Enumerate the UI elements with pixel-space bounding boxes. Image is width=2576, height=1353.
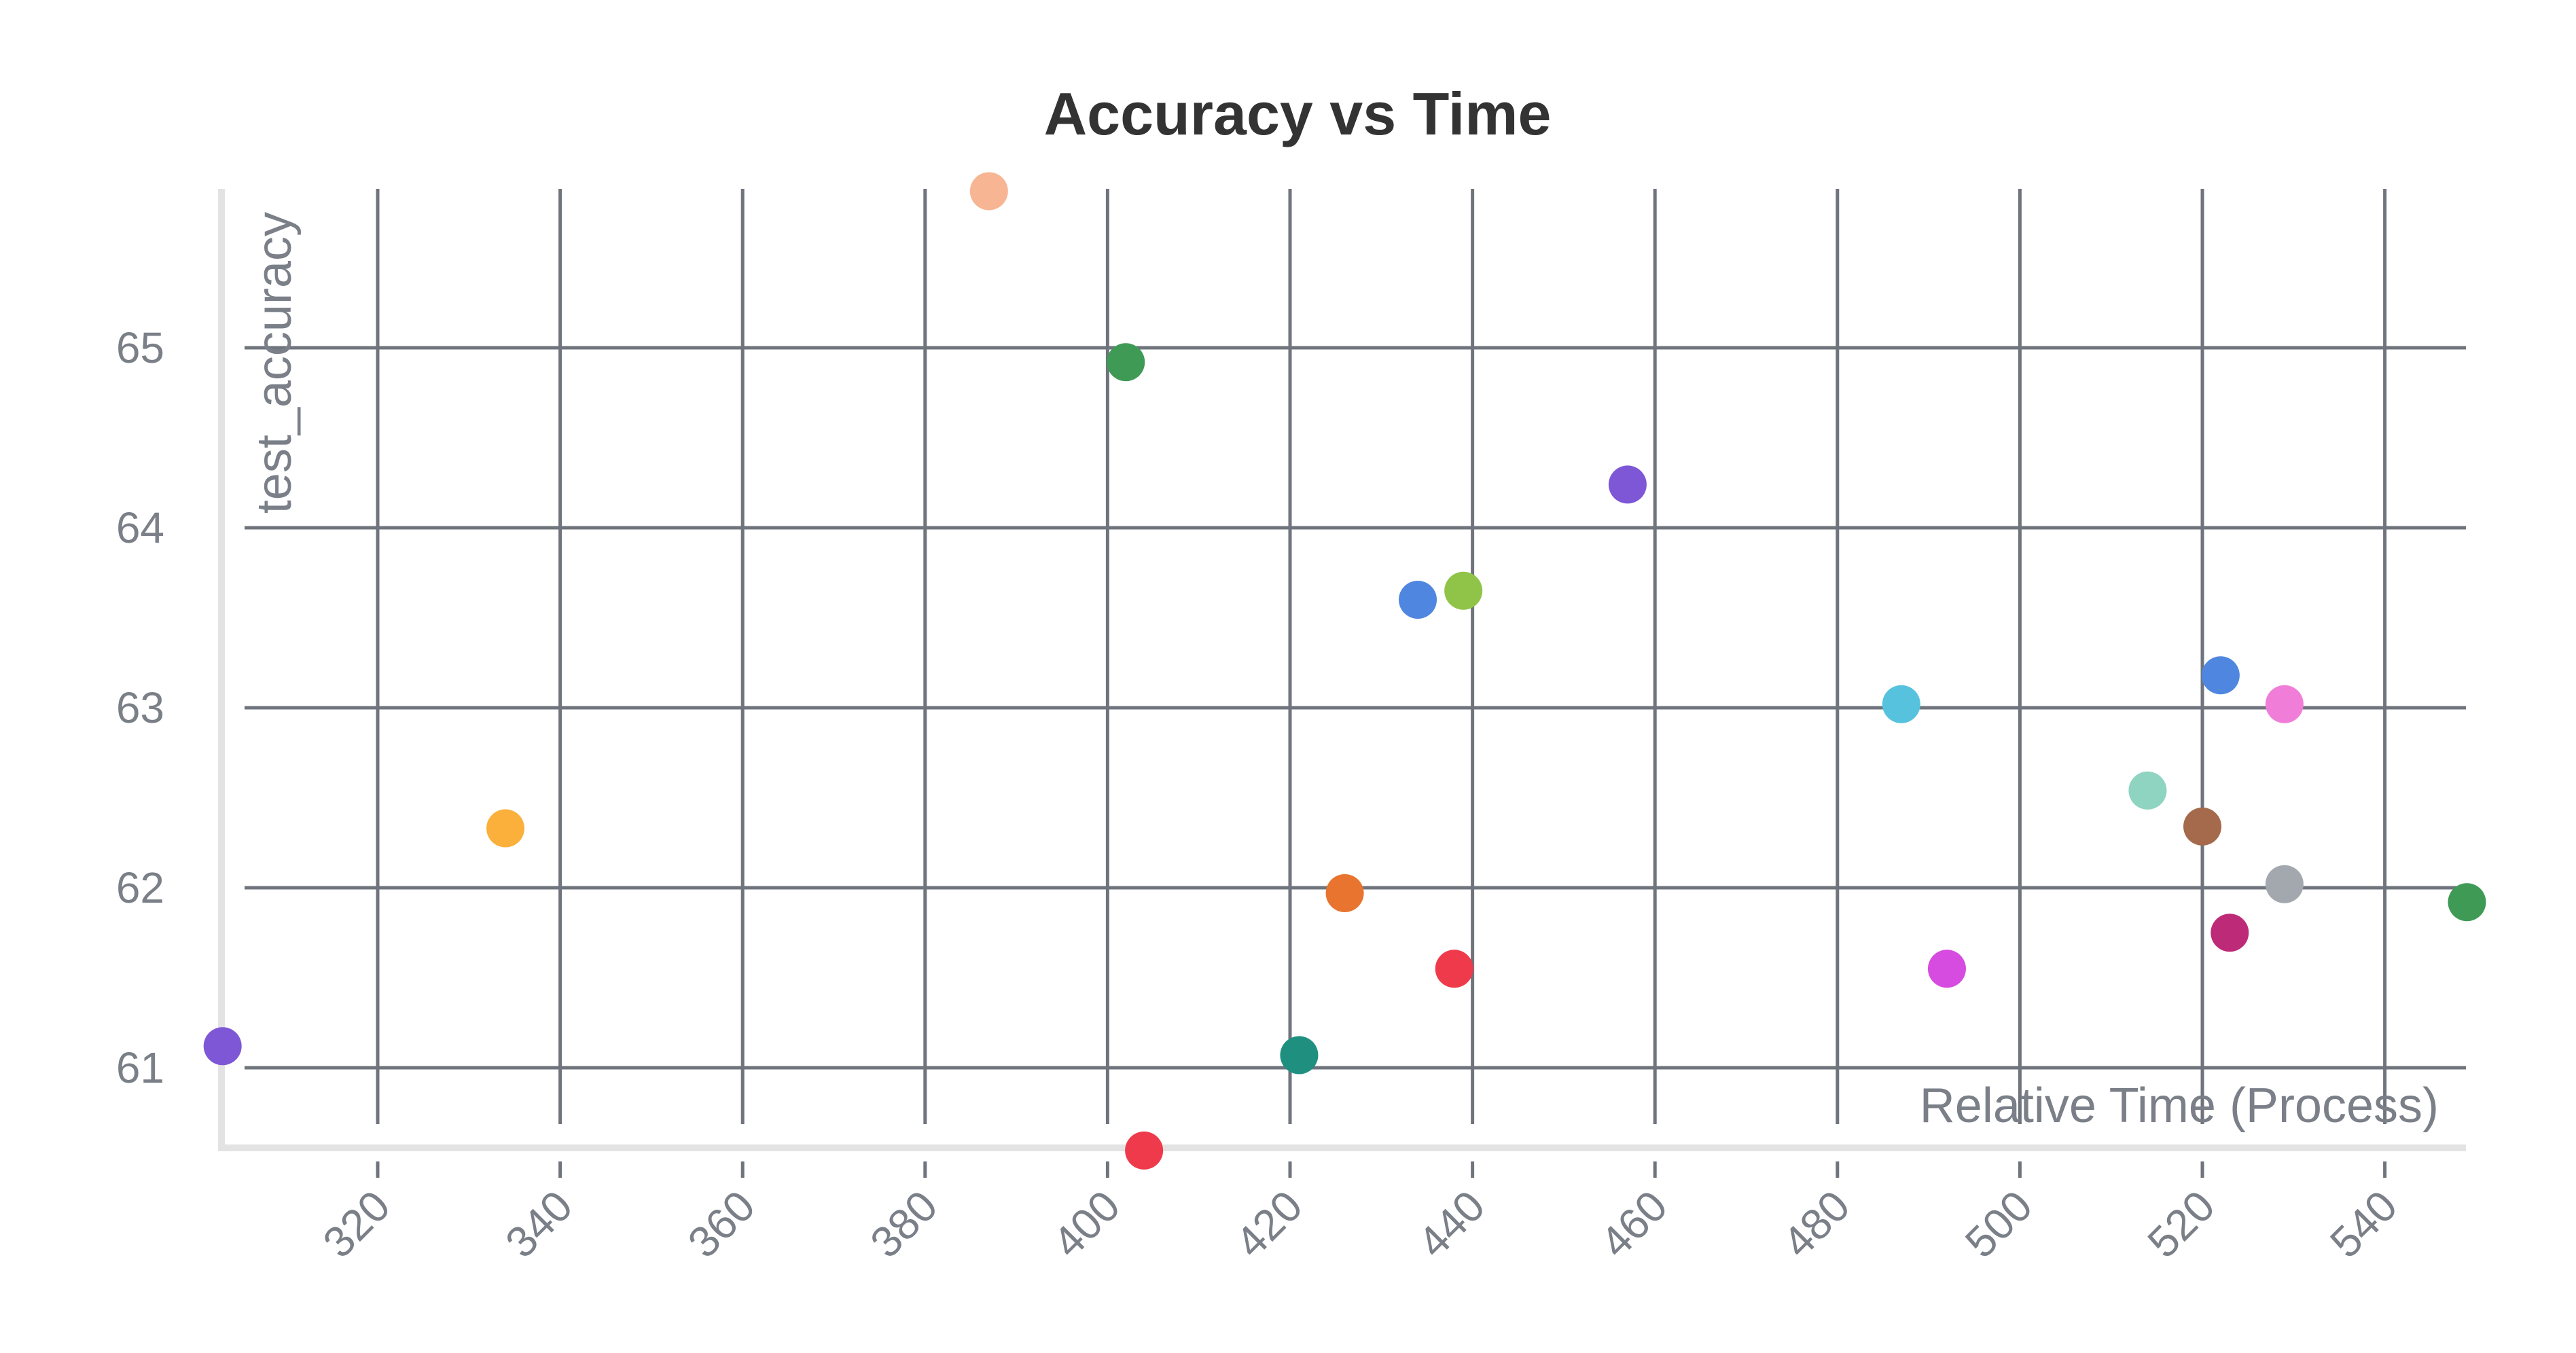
x-tick-label: 360 <box>679 1181 764 1267</box>
y-axis-label: test_accuracy <box>247 212 302 513</box>
x-tick-labels: 320 340 360 380 400 420 440 460 480 500 520 540 <box>313 1181 2406 1267</box>
data-point[interactable] <box>2201 656 2240 695</box>
y-tick-labels: 61 62 63 64 65 <box>116 323 164 1092</box>
y-tick-label: 64 <box>116 503 164 552</box>
x-tick-label: 340 <box>496 1181 582 1267</box>
data-point[interactable] <box>1325 873 1364 912</box>
data-point[interactable] <box>2265 685 2304 723</box>
data-point[interactable] <box>2448 883 2486 922</box>
data-point[interactable] <box>1125 1131 1164 1170</box>
data-point[interactable] <box>1927 950 1966 988</box>
x-tick-label: 320 <box>313 1181 399 1267</box>
data-point[interactable] <box>203 1027 242 1066</box>
data-point[interactable] <box>2265 865 2304 903</box>
x-tick-label: 380 <box>861 1181 946 1267</box>
y-tick-label: 62 <box>116 863 164 912</box>
data-point[interactable] <box>1444 571 1483 610</box>
x-tick-label: 500 <box>1956 1181 2041 1267</box>
data-point[interactable] <box>1435 950 1473 988</box>
x-tick-label: 480 <box>1773 1181 1859 1267</box>
axes <box>218 189 2466 1151</box>
x-tick-label: 460 <box>1591 1181 1677 1267</box>
data-point[interactable] <box>2211 914 2249 952</box>
y-tick-label: 63 <box>116 683 164 732</box>
x-tick-label: 420 <box>1226 1181 1311 1267</box>
data-point[interactable] <box>486 809 525 848</box>
data-point[interactable] <box>1399 581 1437 619</box>
data-point[interactable] <box>2128 771 2167 810</box>
data-point[interactable] <box>1107 343 1145 382</box>
data-point[interactable] <box>1608 465 1647 504</box>
x-axis-label: Relative Time (Process) <box>1920 1079 2439 1133</box>
x-tick-label: 440 <box>1408 1181 1494 1267</box>
y-tick-label: 65 <box>116 323 164 372</box>
x-tick-label: 520 <box>2138 1181 2223 1267</box>
chart-title: Accuracy vs Time <box>1044 80 1552 147</box>
y-tick-label: 61 <box>116 1043 164 1092</box>
data-point[interactable] <box>2183 807 2221 846</box>
data-point[interactable] <box>1882 685 1920 723</box>
x-tick-label: 400 <box>1043 1181 1129 1267</box>
data-points <box>203 172 2486 1170</box>
x-tick-label: 540 <box>2321 1181 2406 1267</box>
data-point[interactable] <box>1280 1036 1319 1075</box>
grid <box>245 189 2466 1178</box>
data-point[interactable] <box>969 172 1008 211</box>
